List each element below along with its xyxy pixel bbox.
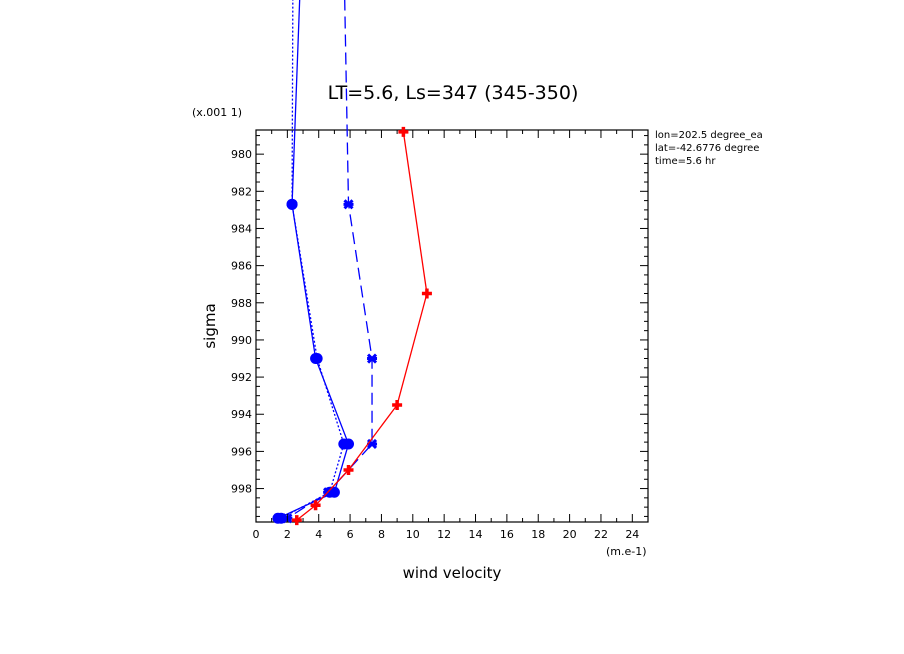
- series-1-line: [277, 0, 350, 519]
- series-4-line: [296, 131, 428, 521]
- x-tick-label: 12: [437, 528, 451, 541]
- axis-layer: 0 2 4 6 8 10 12 14 16 18 20 22 249809829849869889909…: [231, 130, 649, 541]
- x-tick-label: 4: [315, 528, 322, 541]
- x-tick-label: 22: [594, 528, 608, 541]
- series-3-line: [287, 0, 373, 519]
- y-tick-label: 992: [231, 371, 252, 384]
- y-scale-label: (x.001 1): [192, 106, 242, 119]
- x-unit-label: (m.e-1): [606, 545, 647, 558]
- series-4-point: [310, 500, 321, 511]
- info-line-lat: lat=-42.6776 degree: [655, 143, 759, 154]
- series-4-point: [291, 515, 302, 526]
- y-tick-label: 980: [231, 148, 252, 161]
- y-tick-label: 986: [231, 260, 252, 273]
- y-tick-label: 996: [231, 445, 252, 458]
- series-layer: [272, 0, 432, 526]
- x-tick-label: 24: [625, 528, 639, 541]
- y-tick-label: 982: [231, 185, 252, 198]
- series-4-point: [398, 126, 409, 137]
- y-tick-label: 990: [231, 334, 252, 347]
- y-tick-label: 998: [231, 483, 252, 496]
- x-tick-label: 2: [284, 528, 291, 541]
- y-tick-label: 988: [231, 297, 252, 310]
- info-line-lon: lon=202.5 degree_ea: [655, 130, 763, 141]
- y-axis-label: sigma: [201, 303, 219, 348]
- series-4-point: [343, 464, 354, 475]
- x-tick-label: 16: [500, 528, 514, 541]
- x-axis-label: wind velocity: [403, 564, 502, 582]
- chart-title: LT=5.6, Ls=347 (345-350): [328, 82, 579, 104]
- series-4-point: [392, 399, 403, 410]
- x-tick-label: 6: [347, 528, 354, 541]
- x-tick-label: 8: [378, 528, 385, 541]
- series-2-point: [311, 353, 323, 365]
- series-2-line: [280, 0, 345, 519]
- info-box: lon=202.5 degree_ea lat=-42.6776 degree …: [655, 130, 763, 167]
- y-tick-label: 984: [231, 222, 252, 235]
- info-line-time: time=5.6 hr: [655, 156, 716, 167]
- x-tick-label: 14: [469, 528, 483, 541]
- x-tick-label: 20: [563, 528, 577, 541]
- series-3-point: [366, 353, 378, 364]
- series-4-point: [421, 288, 432, 299]
- x-tick-label: 0: [253, 528, 260, 541]
- series-3-point: [343, 199, 354, 210]
- x-tick-label: 18: [531, 528, 545, 541]
- series-2-point: [286, 198, 298, 210]
- plot-frame: [255, 129, 649, 523]
- series-2-point: [338, 438, 350, 450]
- x-tick-label: 10: [406, 528, 420, 541]
- y-tick-label: 994: [231, 408, 252, 421]
